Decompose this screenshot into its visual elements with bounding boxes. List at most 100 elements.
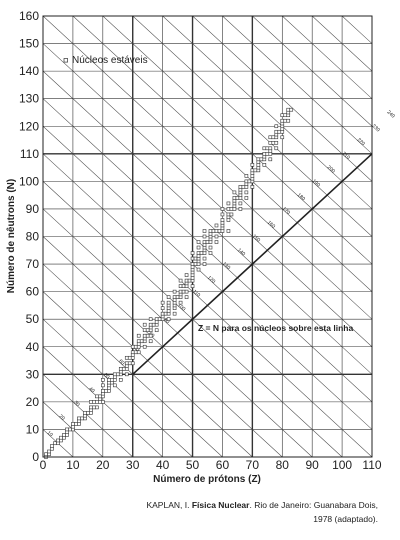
x-tick-label: 80 xyxy=(276,458,290,472)
stable-nucleus-point xyxy=(77,416,81,421)
y-tick-label: 40 xyxy=(26,340,40,354)
stable-nucleus-point xyxy=(95,405,99,410)
stable-nucleus-point xyxy=(202,240,207,244)
stable-nucleus-point xyxy=(202,234,207,239)
y-tick-labels: 0 10 20 30 40 50 60 70 80 90 100 110 120 130 140 150 160 xyxy=(19,9,39,464)
stable-nucleus-point xyxy=(238,201,243,206)
x-tick-label: 20 xyxy=(96,458,110,472)
stable-nucleus-point xyxy=(190,251,195,255)
stable-nucleus-point xyxy=(157,317,162,321)
stable-nucleus-point xyxy=(89,400,93,404)
source-title: Física Nuclear xyxy=(191,500,250,510)
stable-nucleus-point xyxy=(244,196,249,200)
stable-nucleus-point xyxy=(148,339,153,344)
stable-nucleus-point xyxy=(229,212,234,217)
stable-nucleus-point xyxy=(148,333,153,338)
stable-nucleus-point xyxy=(74,422,78,426)
stable-nucleus-point xyxy=(196,251,201,255)
x-tick-label: 0 xyxy=(40,458,47,472)
stable-nucleus-point xyxy=(274,140,279,145)
stable-nucleus-point xyxy=(271,140,276,145)
stable-nucleus-point xyxy=(136,339,141,344)
stable-nucleus-point xyxy=(80,416,84,421)
stable-nucleus-point xyxy=(265,146,270,151)
stable-nucleus-point xyxy=(244,179,249,184)
legend-marker xyxy=(63,58,68,63)
stable-nucleus-point xyxy=(232,190,237,195)
stable-nucleus-point xyxy=(160,306,165,310)
stable-nucleus-point xyxy=(262,152,267,156)
stable-nucleus-point xyxy=(101,378,105,382)
stable-nucleus-point xyxy=(277,129,282,134)
mass-line-label: 50 xyxy=(102,372,110,380)
stable-nucleus-point xyxy=(101,400,105,404)
source-citation: KAPLAN, I. Física Nuclear. Rio de Janeir… xyxy=(120,498,378,526)
mass-line-label: 130 xyxy=(221,261,231,271)
stable-nucleus-point xyxy=(101,383,105,388)
stable-nucleus-point xyxy=(208,229,213,233)
y-tick-label: 140 xyxy=(19,64,39,78)
mass-line-label: 140 xyxy=(236,247,246,257)
stable-nucleus-point xyxy=(196,240,201,244)
stable-nucleus-point xyxy=(190,284,195,288)
mass-line-label: 10 xyxy=(46,430,54,438)
mass-line-label: 240 xyxy=(386,109,396,119)
stable-nucleus-point xyxy=(83,411,87,415)
stable-nucleus-point xyxy=(148,322,153,327)
stable-nucleus-point xyxy=(178,300,183,305)
stable-nucleus-point xyxy=(250,163,255,167)
stable-nucleus-point xyxy=(118,378,123,382)
stable-nucleus-point xyxy=(71,422,75,426)
stable-nucleus-point xyxy=(130,344,135,349)
stable-nucleus-point xyxy=(59,435,63,440)
stable-nucleus-point xyxy=(238,185,243,189)
stable-nucleus-point xyxy=(160,311,165,316)
mass-line-label: 40 xyxy=(87,386,95,394)
stable-nucleus-point xyxy=(166,317,171,321)
stable-nucleus-point xyxy=(136,350,141,355)
stable-nucleus-point xyxy=(112,372,117,377)
mass-line-label: 70 xyxy=(132,345,140,353)
stable-nucleus-point xyxy=(220,218,225,222)
stable-nucleus-point xyxy=(50,444,54,448)
stable-nucleus-point xyxy=(127,355,132,360)
y-tick-label: 20 xyxy=(26,395,40,409)
stable-nucleus-point xyxy=(178,278,183,283)
stable-nucleus-point xyxy=(163,311,168,316)
stable-nucleus-point xyxy=(283,118,288,123)
stable-nucleus-point xyxy=(53,441,57,446)
y-axis-label: Número de nêutrons (N) xyxy=(6,179,17,293)
mass-line xyxy=(43,374,133,457)
stable-nucleus-point xyxy=(226,201,231,206)
y-tick-label: 10 xyxy=(26,422,40,436)
z-equals-n-annotation: Z = N para os núcleos sobre esta linha xyxy=(198,323,353,333)
stable-nucleus-point xyxy=(256,157,261,162)
stable-nucleus-point xyxy=(89,405,93,410)
stable-nucleus-point xyxy=(184,295,189,299)
stable-nucleus-point xyxy=(181,289,186,294)
stable-nucleus-point xyxy=(178,284,183,288)
stable-nucleus-point xyxy=(217,229,222,233)
stable-nucleus-point xyxy=(47,449,51,454)
stable-nucleus-point xyxy=(142,322,147,327)
stable-nucleus-point xyxy=(259,157,264,162)
stable-nucleus-point xyxy=(172,295,177,299)
stable-nucleus-point xyxy=(205,240,210,244)
stable-nucleus-point xyxy=(232,196,237,200)
stable-nucleus-point xyxy=(109,378,114,382)
source-rest: . Rio de Janeiro: Guanabara Dois, xyxy=(249,500,378,510)
stable-nucleus-point xyxy=(175,295,180,299)
stable-nucleus-point xyxy=(166,300,171,305)
x-tick-label: 60 xyxy=(216,458,230,472)
stable-nucleus-point xyxy=(142,328,147,333)
stable-nucleus-point xyxy=(238,207,243,211)
stable-nucleus-point xyxy=(229,207,234,211)
stable-nucleus-point xyxy=(265,152,270,156)
stable-nucleus-point xyxy=(124,361,129,366)
stable-nucleus-point xyxy=(193,256,198,261)
stable-nucleus-point xyxy=(107,378,111,382)
stable-nucleus-point xyxy=(208,245,213,250)
stable-nucleus-point xyxy=(178,289,183,294)
y-tick-label: 60 xyxy=(26,285,40,299)
mass-line-label: 190 xyxy=(311,178,321,188)
